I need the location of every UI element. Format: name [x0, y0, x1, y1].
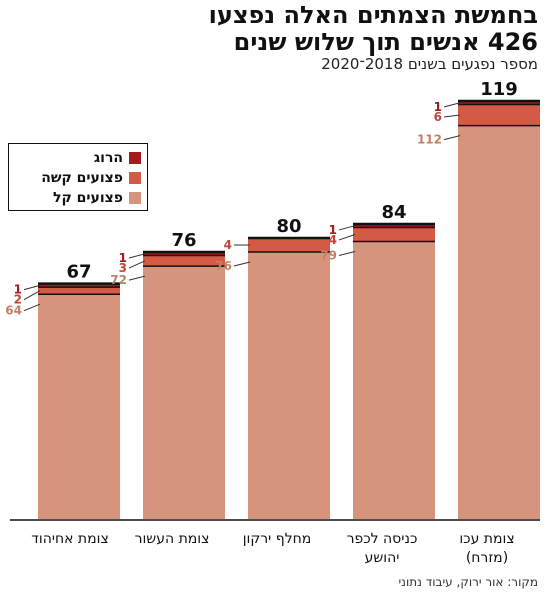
bar-1-killed	[143, 252, 225, 256]
bar-3-killed	[353, 223, 435, 228]
bar-1-serious	[143, 255, 225, 267]
bar-4-value-label-killed: 1	[434, 100, 442, 114]
bar-3-light	[353, 241, 435, 519]
bar-3-leader-killed	[338, 225, 356, 231]
bar-2-light	[248, 252, 330, 519]
category-label-2: מחלף ירקון	[222, 530, 332, 549]
legend: הרוג פצועים קשה פצועים קל	[8, 143, 148, 211]
legend-item-light: פצועים קל	[53, 190, 141, 206]
bar-3-serious	[353, 227, 435, 242]
bar-1-total-label: 76	[171, 230, 196, 251]
chart-title: בחמשת הצמתים האלה נפצעו 426 אנשים תוך של…	[8, 2, 538, 56]
bar-4-killed	[458, 101, 540, 105]
chart-subtitle: מספר נפגעים בשנים 2018־2020	[321, 55, 538, 73]
category-label-1: צומת העשור	[117, 530, 227, 549]
bar-1-leader-serious	[128, 260, 146, 269]
bar-1-value-label-serious: 3	[119, 261, 127, 275]
title-line-1: בחמשת הצמתים האלה נפצעו	[208, 1, 538, 29]
title-line-2: 426 אנשים תוך שלוש שנים	[233, 28, 538, 56]
category-label-3-line-0: כניסה לכפר	[346, 531, 418, 547]
bar-0-killed	[38, 283, 120, 288]
bar-1-light	[143, 266, 225, 519]
category-label-3: כניסה לכפר יהושע	[327, 530, 437, 568]
legend-item-killed: הרוג	[94, 150, 141, 166]
bar-4-leader-light	[443, 135, 461, 141]
legend-label-light: פצועים קל	[53, 190, 123, 206]
legend-label-serious: פצועים קשה	[41, 170, 123, 186]
bar-3-value-label-killed: 1	[329, 223, 337, 237]
bar-4-value-label-serious: 6	[434, 110, 442, 124]
category-label-0: צומת אחיהוד	[15, 530, 125, 549]
bar-4-leader-serious	[443, 114, 461, 118]
bar-4-serious	[458, 104, 540, 126]
legend-swatch-killed	[129, 152, 141, 164]
category-label-4-line-0: צומת עכו	[459, 531, 515, 547]
bar-3-value-label-light: 79	[320, 249, 337, 263]
bar-1-leader-light	[128, 275, 146, 281]
bar-2-value-label-serious: 4	[224, 238, 232, 252]
category-label-4-line-1: (מזרח)	[465, 550, 509, 566]
category-label-1-line-0: צומת העשור	[134, 531, 210, 547]
bar-2-value-label-light: 76	[215, 259, 232, 273]
bar-1-value-label-light: 72	[110, 273, 127, 287]
bar-0-total-label: 67	[66, 262, 91, 283]
category-label-4: צומת עכו (מזרח)	[432, 530, 542, 568]
bar-0-leader-serious	[23, 290, 41, 301]
bar-1-leader-killed	[128, 253, 146, 259]
bar-3-leader-light	[338, 251, 356, 256]
bar-0-leader-killed	[23, 284, 41, 291]
bar-4-light	[458, 125, 540, 520]
bar-0-light	[38, 294, 120, 519]
bar-3-total-label: 84	[381, 202, 406, 223]
bar-3-leader-serious	[338, 234, 356, 241]
bar-4-total-label: 119	[480, 79, 518, 100]
source-note: מקור: אור ירוק, עיבוד נתוני	[398, 575, 538, 589]
bar-2-total-label: 80	[276, 216, 301, 237]
bar-0-value-label-light: 64	[5, 304, 22, 318]
legend-swatch-serious	[129, 172, 141, 184]
bar-3-value-label-serious: 4	[329, 233, 337, 247]
category-label-3-line-1: יהושע	[364, 550, 400, 566]
bar-0-value-label-serious: 2	[14, 293, 22, 307]
legend-swatch-light	[129, 192, 141, 204]
legend-item-serious: פצועים קשה	[41, 170, 141, 186]
bar-0-value-label-killed: 1	[14, 283, 22, 297]
bar-0-leader-light	[23, 303, 41, 312]
category-label-2-line-0: מחלף ירקון	[242, 531, 312, 547]
bar-4-value-label-light: 112	[417, 133, 442, 147]
legend-label-killed: הרוג	[93, 150, 123, 166]
bar-2-leader-light	[233, 261, 251, 267]
category-label-0-line-0: צומת אחיהוד	[31, 531, 109, 547]
bar-2-serious	[248, 237, 330, 253]
bar-4-leader-killed	[443, 102, 461, 108]
bar-0-serious	[38, 287, 120, 295]
bar-1-value-label-killed: 1	[119, 251, 127, 265]
